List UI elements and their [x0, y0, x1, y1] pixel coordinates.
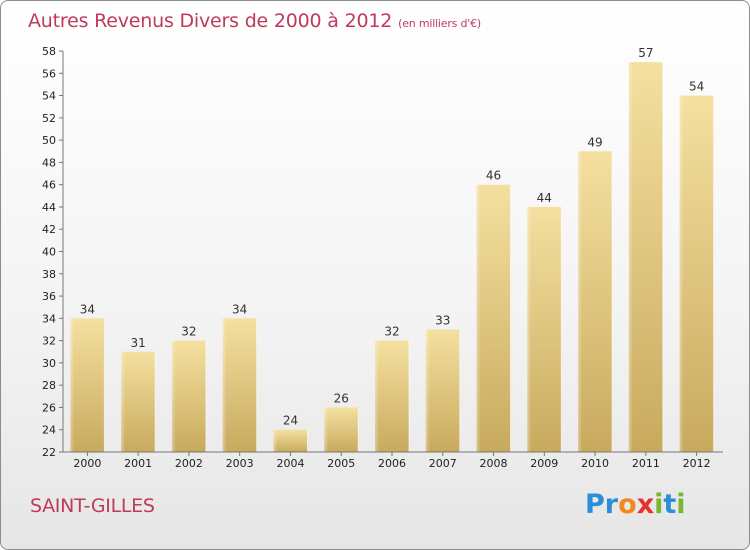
y-tick-label: 44 — [42, 201, 56, 214]
y-tick-label: 22 — [42, 446, 56, 459]
y-tick-label: 52 — [42, 112, 56, 125]
logo-letter: P — [585, 489, 605, 520]
logo-letter: x — [636, 489, 655, 520]
axes-group: 2000 2001 2002 2003 2004 2005 2006 2007 2008 2009… — [42, 45, 723, 470]
y-tick-label: 40 — [42, 246, 56, 259]
data-label: 32 — [384, 325, 399, 339]
bar — [324, 407, 359, 452]
x-tick-label: 2012 — [683, 457, 711, 470]
bar — [70, 318, 105, 452]
x-tick-label: 2003 — [226, 457, 254, 470]
y-tick-label: 58 — [42, 45, 56, 58]
x-tick-label: 2007 — [429, 457, 457, 470]
x-tick-label: 2001 — [124, 457, 152, 470]
x-tick-label: 2005 — [327, 457, 355, 470]
bar-highlight — [578, 151, 583, 452]
data-label: 49 — [587, 135, 602, 149]
bar — [375, 340, 409, 452]
data-label: 26 — [334, 391, 349, 405]
x-tick-label: 2004 — [276, 457, 304, 470]
proxiti-logo: Proxiti — [585, 489, 686, 520]
data-label: 24 — [283, 414, 298, 428]
commune-name: SAINT-GILLES — [30, 495, 155, 517]
y-tick-label: 54 — [42, 90, 56, 103]
y-tick-label: 48 — [42, 156, 56, 169]
y-tick-label: 30 — [42, 357, 56, 370]
x-tick-label: 2002 — [175, 457, 203, 470]
data-label: 57 — [638, 46, 653, 60]
logo-letter: i — [676, 489, 686, 520]
x-tick-label: 2006 — [378, 457, 406, 470]
x-tick-label: 2000 — [73, 457, 101, 470]
y-tick-label: 34 — [42, 312, 56, 325]
x-tick-label: 2011 — [632, 457, 660, 470]
bars-group: 34 31 32 34 24 26 32 33 46 44 49 57 54 — [70, 46, 715, 453]
data-label: 33 — [435, 313, 450, 327]
data-label: 46 — [486, 169, 501, 183]
bar-highlight — [171, 340, 176, 452]
data-label: 32 — [181, 325, 196, 339]
x-tick-label: 2008 — [480, 457, 508, 470]
logo-letter: o — [618, 489, 637, 520]
bar — [476, 184, 511, 452]
y-tick-label: 38 — [42, 268, 56, 281]
y-tick-label: 56 — [42, 67, 56, 80]
bar — [578, 151, 613, 452]
x-tick-label: 2009 — [530, 457, 558, 470]
bar — [425, 329, 460, 452]
bar — [679, 95, 714, 453]
logo-letter: t — [663, 489, 677, 520]
bar-highlight — [70, 318, 75, 452]
y-tick-label: 24 — [42, 424, 56, 437]
bar-highlight — [679, 95, 684, 453]
bar-highlight — [273, 429, 278, 452]
bar — [273, 429, 308, 452]
bar-highlight — [121, 351, 126, 452]
y-tick-label: 46 — [42, 179, 56, 192]
bar — [527, 206, 562, 452]
y-tick-label: 50 — [42, 134, 56, 147]
bar-highlight — [425, 329, 430, 452]
bar-highlight — [527, 206, 532, 452]
data-label: 54 — [689, 80, 704, 94]
logo-letter: i — [654, 489, 664, 520]
y-tick-label: 28 — [42, 379, 56, 392]
bar — [628, 62, 663, 453]
y-tick-label: 42 — [42, 223, 56, 236]
bar-highlight — [324, 407, 329, 452]
chart-title-text: Autres Revenus Divers de 2000 à 2012 — [28, 10, 393, 32]
data-label: 34 — [80, 302, 95, 316]
y-tick-label: 32 — [42, 335, 56, 348]
bar — [222, 318, 257, 452]
bar — [171, 340, 206, 452]
chart-subtitle: (en milliers d'€) — [398, 17, 482, 30]
bar-highlight — [628, 62, 633, 453]
logo-letter: r — [604, 489, 619, 520]
y-tick-label: 36 — [42, 290, 56, 303]
bar-highlight — [476, 184, 481, 452]
bar-highlight — [375, 340, 379, 452]
data-label: 44 — [537, 191, 552, 205]
data-label: 31 — [131, 336, 146, 350]
y-tick-label: 26 — [42, 401, 56, 414]
bar-highlight — [222, 318, 227, 452]
bar — [121, 351, 156, 452]
chart-title: Autres Revenus Divers de 2000 à 2012 (en … — [28, 10, 481, 32]
x-tick-label: 2010 — [581, 457, 609, 470]
data-label: 34 — [232, 302, 247, 316]
